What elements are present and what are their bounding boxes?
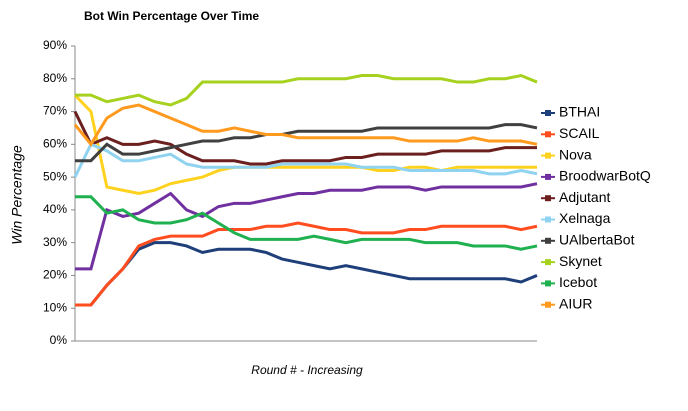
- y-tick-label: 10%: [43, 300, 67, 314]
- legend-marker: [545, 131, 551, 138]
- y-tick-label: 90%: [43, 38, 67, 52]
- y-tick-label: 0%: [50, 333, 68, 347]
- legend-marker: [545, 237, 551, 244]
- legend-marker: [545, 259, 551, 266]
- y-tick-label: 50%: [43, 169, 67, 183]
- legend-label: BroodwarBotQ: [559, 168, 651, 184]
- legend-marker: [545, 195, 551, 202]
- chart-title: Bot Win Percentage Over Time: [84, 9, 259, 23]
- y-tick-label: 40%: [43, 202, 67, 216]
- series-line: [75, 221, 538, 307]
- series-line: [75, 73, 538, 107]
- series-line: [75, 182, 538, 271]
- legend-marker: [545, 216, 551, 223]
- legend-label: UAlbertaBot: [559, 232, 635, 248]
- series-line: [75, 195, 538, 251]
- legend-marker: [545, 173, 551, 180]
- legend-marker: [545, 152, 551, 159]
- legend-label: Icebot: [559, 274, 597, 290]
- x-axis-title: Round # - Increasing: [251, 363, 363, 377]
- series-line: [73, 103, 538, 147]
- legend-label: AIUR: [559, 295, 592, 311]
- series-line: [73, 142, 538, 178]
- series-line: [75, 241, 538, 307]
- legend-label: BTHAI: [559, 104, 600, 120]
- legend-marker: [545, 301, 551, 308]
- legend-label: Adjutant: [559, 189, 610, 205]
- legend-label: SCAIL: [559, 125, 600, 141]
- legend-label: Xelnaga: [559, 210, 611, 226]
- legend-label: Skynet: [559, 253, 602, 269]
- y-tick-label: 30%: [43, 235, 67, 249]
- series-line: [75, 123, 538, 163]
- y-axis-title: Win Percentage: [9, 145, 25, 245]
- legend-marker: [545, 280, 551, 287]
- legend-marker: [545, 110, 551, 116]
- series-line: [73, 94, 537, 196]
- y-tick-label: 60%: [43, 137, 67, 151]
- legend-label: Nova: [559, 146, 592, 162]
- y-tick-label: 20%: [43, 268, 67, 282]
- y-tick-label: 70%: [43, 104, 67, 118]
- series-line: [73, 110, 537, 166]
- y-tick-label: 80%: [43, 71, 67, 85]
